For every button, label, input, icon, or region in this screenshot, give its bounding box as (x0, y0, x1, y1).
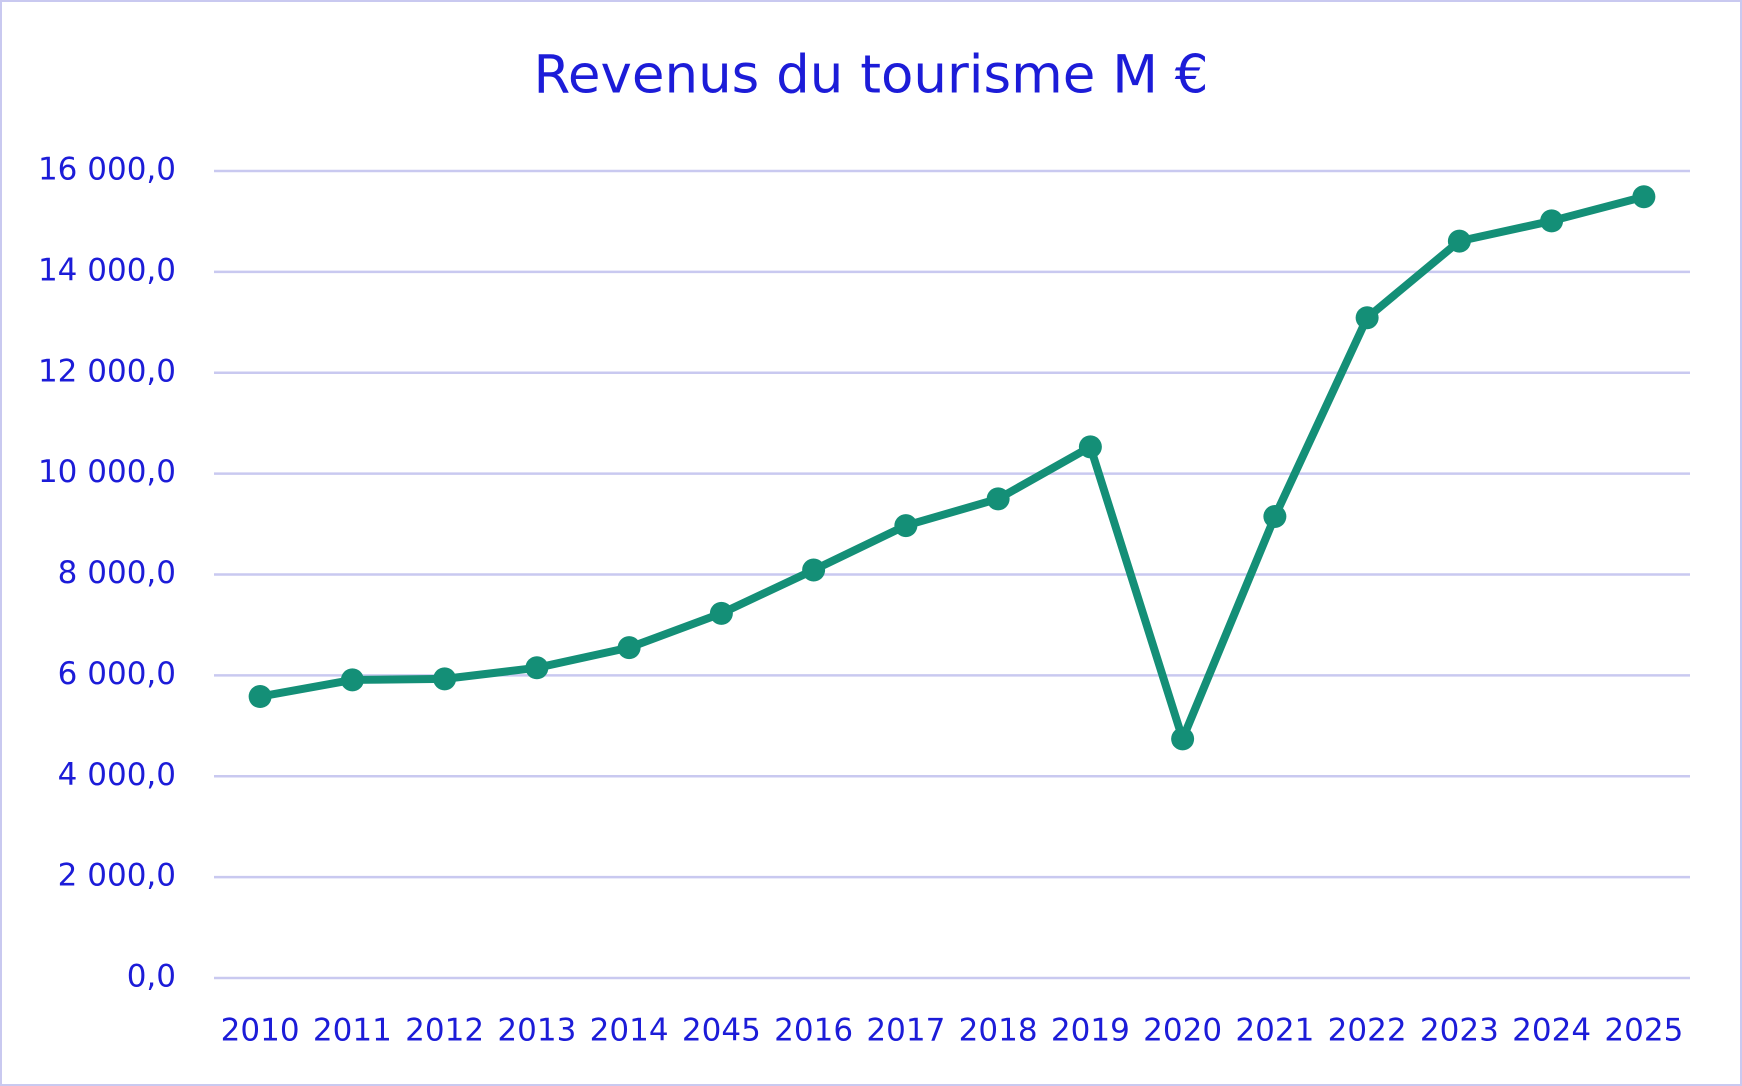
x-tick-label: 2010 (221, 1013, 300, 1049)
x-tick-label: 2017 (866, 1013, 945, 1049)
data-point (617, 636, 641, 660)
y-tick-label: 2 000,0 (58, 858, 176, 894)
x-tick-label: 2014 (590, 1013, 669, 1049)
x-tick-label: 2020 (1143, 1013, 1222, 1049)
x-tick-label: 2016 (774, 1013, 853, 1049)
y-tick-label: 8 000,0 (58, 555, 176, 591)
x-tick-label: 2012 (405, 1013, 484, 1049)
x-tick-label: 2022 (1328, 1013, 1407, 1049)
x-tick-label: 2045 (682, 1013, 761, 1049)
data-point (986, 487, 1010, 511)
x-tick-label: 2019 (1051, 1013, 1130, 1049)
y-tick-label: 10 000,0 (38, 454, 176, 490)
y-tick-label: 16 000,0 (38, 152, 176, 188)
data-point (248, 685, 272, 709)
data-point (709, 601, 733, 625)
data-point (433, 667, 457, 691)
y-tick-label: 0,0 (127, 959, 176, 995)
x-tick-label: 2018 (959, 1013, 1038, 1049)
x-tick-label: 2011 (313, 1013, 392, 1049)
data-point (1632, 185, 1656, 209)
x-tick-label: 2024 (1512, 1013, 1591, 1049)
chart-title: Revenus du tourisme M € (533, 45, 1208, 106)
data-point (525, 656, 549, 680)
x-tick-label: 2013 (497, 1013, 576, 1049)
series-line (259, 192, 1645, 743)
y-tick-label: 12 000,0 (38, 353, 176, 389)
data-point (1355, 306, 1379, 330)
data-point (1263, 504, 1287, 528)
x-tick-label: 2021 (1235, 1013, 1314, 1049)
data-point (340, 668, 364, 692)
y-tick-label: 4 000,0 (58, 757, 176, 793)
data-point (802, 558, 826, 582)
data-point (1447, 229, 1471, 253)
data-point (1078, 435, 1102, 459)
x-tick-label: 2023 (1420, 1013, 1499, 1049)
data-point (1171, 727, 1195, 751)
data-point (1540, 209, 1564, 233)
x-tick-label: 2025 (1604, 1013, 1683, 1049)
data-point (894, 514, 918, 538)
y-tick-label: 14 000,0 (38, 252, 176, 288)
y-tick-label: 6 000,0 (58, 656, 176, 692)
